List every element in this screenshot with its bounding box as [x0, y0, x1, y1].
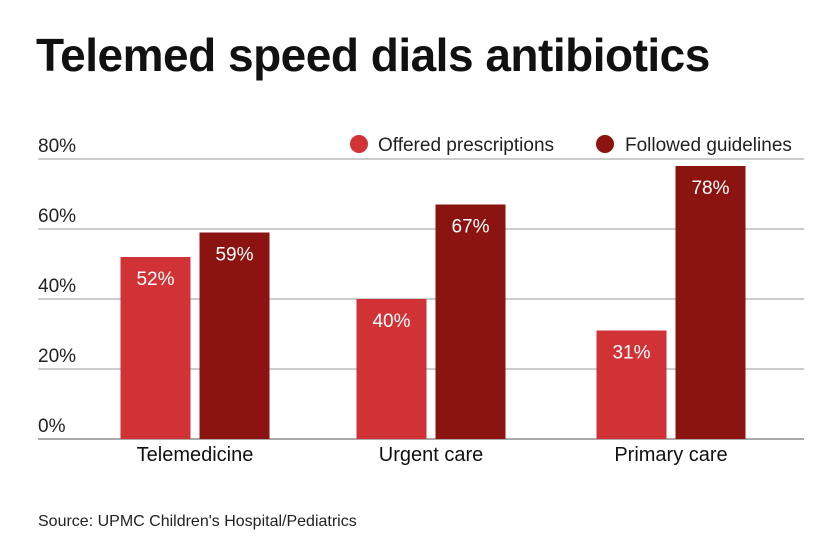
bar-telemedicine-offered	[120, 257, 191, 439]
y-tick-label-80: 80%	[38, 136, 76, 157]
legend-label-followed: Followed guidelines	[625, 135, 792, 156]
bar-primary-care-followed	[675, 166, 746, 439]
data-label-telemedicine-offered: 52%	[136, 269, 174, 290]
bar-primary-care-offered	[596, 330, 667, 439]
category-label-urgent-care: Urgent care	[379, 444, 484, 466]
label-layer: 52% 59% Telemedicine 40% 67% Urgent care 31% 78…	[136, 178, 729, 466]
y-tick-label-40: 40%	[38, 276, 76, 297]
bar-urgent-care-offered	[356, 299, 427, 439]
bar-urgent-care-followed	[435, 204, 506, 439]
category-label-primary-care: Primary care	[614, 444, 727, 466]
data-label-urgent-care-offered: 40%	[372, 311, 410, 332]
legend-marker-offered	[350, 135, 368, 153]
legend: Offered prescriptions Followed guidelines	[350, 135, 792, 156]
bar-layer	[120, 166, 746, 439]
data-label-urgent-care-followed: 67%	[451, 217, 489, 238]
source-note: Source: UPMC Children's Hospital/Pediatr…	[38, 513, 357, 530]
y-tick-label-0: 0%	[38, 416, 66, 437]
data-label-primary-care-offered: 31%	[612, 343, 650, 364]
y-tick-label-20: 20%	[38, 346, 76, 367]
category-label-telemedicine: Telemedicine	[137, 444, 254, 466]
data-label-telemedicine-followed: 59%	[215, 245, 253, 266]
chart-title: Telemed speed dials antibiotics	[36, 29, 710, 81]
bar-telemedicine-followed	[199, 232, 270, 439]
legend-label-offered: Offered prescriptions	[378, 135, 554, 156]
data-label-primary-care-followed: 78%	[691, 178, 729, 199]
y-tick-label-60: 60%	[38, 206, 76, 227]
legend-marker-followed	[596, 135, 614, 153]
